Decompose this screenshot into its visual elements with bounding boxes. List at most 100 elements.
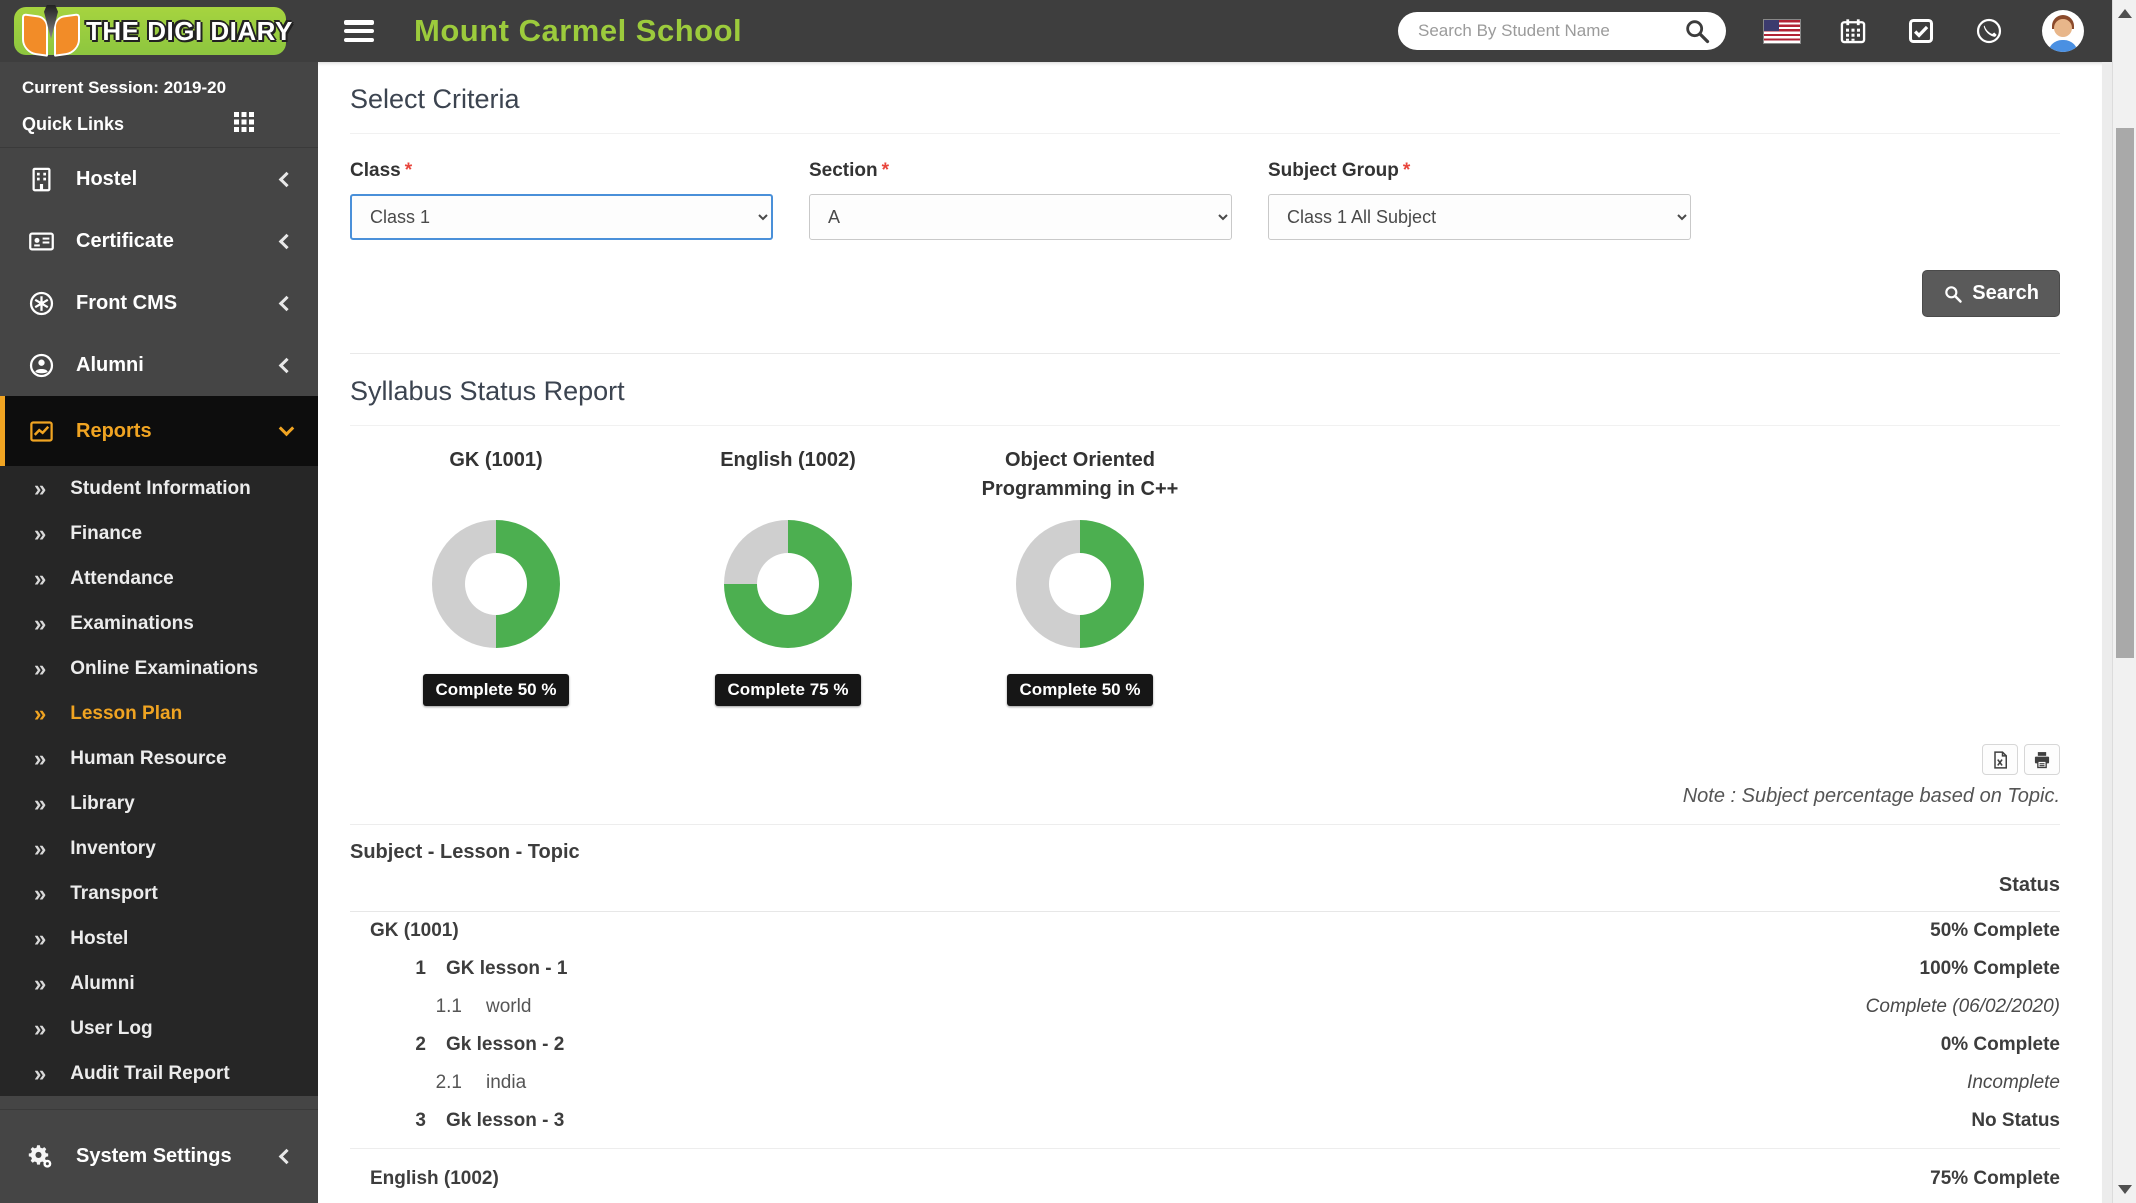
student-search-input[interactable] bbox=[1418, 21, 1682, 41]
chevron-left-icon bbox=[279, 1149, 295, 1165]
building-icon bbox=[26, 164, 56, 194]
chevron-left-icon bbox=[279, 357, 295, 373]
section-label: Section* bbox=[809, 160, 1232, 182]
sidebar-item-hostel[interactable]: Hostel bbox=[0, 148, 318, 210]
status-header: Status bbox=[350, 874, 2060, 912]
submenu-inventory[interactable]: »Inventory bbox=[0, 826, 318, 871]
submenu-hostel[interactable]: »Hostel bbox=[0, 916, 318, 961]
person-circle-icon bbox=[26, 350, 56, 380]
book-pen-icon bbox=[20, 5, 82, 57]
logo-text: THE DIGI DIARY bbox=[86, 16, 293, 47]
sidebar-item-alumni[interactable]: Alumni bbox=[0, 334, 318, 396]
submenu-human-resource[interactable]: »Human Resource bbox=[0, 736, 318, 781]
topbar-actions bbox=[1398, 10, 2112, 52]
school-name: Mount Carmel School bbox=[414, 13, 742, 49]
sidebar-item-label: System Settings bbox=[76, 1145, 232, 1168]
scrollbar-thumb[interactable] bbox=[2116, 128, 2134, 658]
double-chevron-icon: » bbox=[34, 613, 46, 635]
table-row: 2Gk lesson - 20% Complete bbox=[350, 1026, 2060, 1064]
app-logo[interactable]: THE DIGI DIARY bbox=[14, 7, 286, 55]
quick-links-grid-icon[interactable] bbox=[234, 112, 254, 137]
sidebar-item-label: Alumni bbox=[76, 354, 144, 377]
top-header-bar: THE DIGI DIARY Mount Carmel School bbox=[0, 0, 2112, 62]
print-button[interactable] bbox=[2024, 744, 2060, 775]
hamburger-menu-icon[interactable] bbox=[344, 20, 374, 42]
double-chevron-icon: » bbox=[34, 928, 46, 950]
chart-title: GK (1001) bbox=[449, 446, 542, 508]
gears-icon bbox=[26, 1142, 56, 1172]
table-row: 2.1indiaIncomplete bbox=[350, 1064, 2060, 1102]
chart-title: Object OrientedProgramming in C++ bbox=[982, 446, 1179, 508]
scroll-down-arrow-icon[interactable] bbox=[2118, 1185, 2132, 1194]
calendar-icon[interactable] bbox=[1838, 16, 1868, 46]
search-icon bbox=[1943, 284, 1963, 304]
submenu-user-log[interactable]: »User Log bbox=[0, 1006, 318, 1051]
scroll-gutter bbox=[2102, 62, 2112, 1203]
section-select[interactable]: A bbox=[809, 194, 1232, 240]
double-chevron-icon: » bbox=[34, 523, 46, 545]
submenu-library[interactable]: »Library bbox=[0, 781, 318, 826]
subject-lesson-topic-header: Subject - Lesson - Topic bbox=[350, 841, 2060, 864]
syllabus-donut-charts: GK (1001) Complete 50 % English (1002) C… bbox=[350, 426, 2060, 706]
subject-group-label: Subject Group* bbox=[1268, 160, 1691, 182]
double-chevron-icon: » bbox=[34, 1063, 46, 1085]
completion-badge: Complete 50 % bbox=[1007, 674, 1154, 706]
donut-chart-gk: GK (1001) Complete 50 % bbox=[350, 446, 642, 706]
sidebar-item-label: Hostel bbox=[76, 168, 137, 191]
search-button[interactable]: Search bbox=[1922, 270, 2060, 317]
chevron-down-icon bbox=[279, 420, 295, 436]
donut-ring bbox=[432, 520, 560, 648]
double-chevron-icon: » bbox=[34, 658, 46, 680]
submenu-audit-trail-report[interactable]: »Audit Trail Report bbox=[0, 1051, 318, 1096]
sidebar-item-certificate[interactable]: Certificate bbox=[0, 210, 318, 272]
excel-export-button[interactable] bbox=[1982, 744, 2018, 775]
double-chevron-icon: » bbox=[34, 973, 46, 995]
completion-badge: Complete 50 % bbox=[423, 674, 570, 706]
class-select[interactable]: Class 1 bbox=[350, 194, 773, 240]
vertical-scrollbar[interactable] bbox=[2112, 0, 2136, 1203]
tasks-check-icon[interactable] bbox=[1906, 16, 1936, 46]
table-row: 3Gk lesson - 3No Status bbox=[350, 1102, 2060, 1140]
lesson-table-header: Subject - Lesson - Topic Status bbox=[350, 825, 2060, 912]
submenu-transport[interactable]: »Transport bbox=[0, 871, 318, 916]
sidebar-item-label: Certificate bbox=[76, 230, 174, 253]
scroll-up-arrow-icon[interactable] bbox=[2118, 9, 2132, 18]
submenu-finance[interactable]: »Finance bbox=[0, 511, 318, 556]
id-card-icon bbox=[26, 226, 56, 256]
whatsapp-icon[interactable] bbox=[1974, 16, 2004, 46]
double-chevron-icon: » bbox=[34, 478, 46, 500]
double-chevron-icon: » bbox=[34, 793, 46, 815]
double-chevron-icon: » bbox=[34, 703, 46, 725]
subject-group-select[interactable]: Class 1 All Subject bbox=[1268, 194, 1691, 240]
export-toolbar bbox=[350, 744, 2060, 775]
main-content: Select Criteria Class* Class 1 Section* … bbox=[318, 62, 2102, 1203]
table-row: English (1002)75% Complete bbox=[350, 1148, 2060, 1200]
current-session-label: Current Session: 2019-20 bbox=[22, 78, 296, 98]
lesson-table: GK (1001)50% Complete 1GK lesson - 1100%… bbox=[350, 912, 2060, 1203]
table-row: 1GK lesson - 1100% Complete bbox=[350, 950, 2060, 988]
sidebar-item-label: Front CMS bbox=[76, 292, 177, 315]
sidebar-item-front-cms[interactable]: Front CMS bbox=[0, 272, 318, 334]
double-chevron-icon: » bbox=[34, 838, 46, 860]
submenu-examinations[interactable]: »Examinations bbox=[0, 601, 318, 646]
sidebar-item-system-settings[interactable]: System Settings bbox=[0, 1109, 318, 1203]
submenu-online-examinations[interactable]: »Online Examinations bbox=[0, 646, 318, 691]
sidebar-item-label: Reports bbox=[76, 420, 152, 443]
double-chevron-icon: » bbox=[34, 883, 46, 905]
submenu-student-information[interactable]: »Student Information bbox=[0, 466, 318, 511]
syllabus-report-title: Syllabus Status Report bbox=[350, 354, 2060, 426]
reports-submenu: »Student Information »Finance »Attendanc… bbox=[0, 466, 318, 1096]
chevron-left-icon bbox=[279, 233, 295, 249]
quick-links-label: Quick Links bbox=[22, 114, 124, 135]
submenu-lesson-plan[interactable]: »Lesson Plan bbox=[0, 691, 318, 736]
sidebar-item-reports[interactable]: Reports bbox=[0, 396, 318, 466]
user-avatar[interactable] bbox=[2042, 10, 2084, 52]
submenu-attendance[interactable]: »Attendance bbox=[0, 556, 318, 601]
search-icon[interactable] bbox=[1682, 16, 1712, 46]
chart-line-icon bbox=[26, 416, 56, 446]
language-flag-icon[interactable] bbox=[1764, 20, 1800, 43]
submenu-alumni[interactable]: »Alumni bbox=[0, 961, 318, 1006]
asterisk-circle-icon bbox=[26, 288, 56, 318]
required-asterisk: * bbox=[882, 160, 889, 181]
criteria-form: Class* Class 1 Section* A Subject Group*… bbox=[350, 160, 2060, 240]
